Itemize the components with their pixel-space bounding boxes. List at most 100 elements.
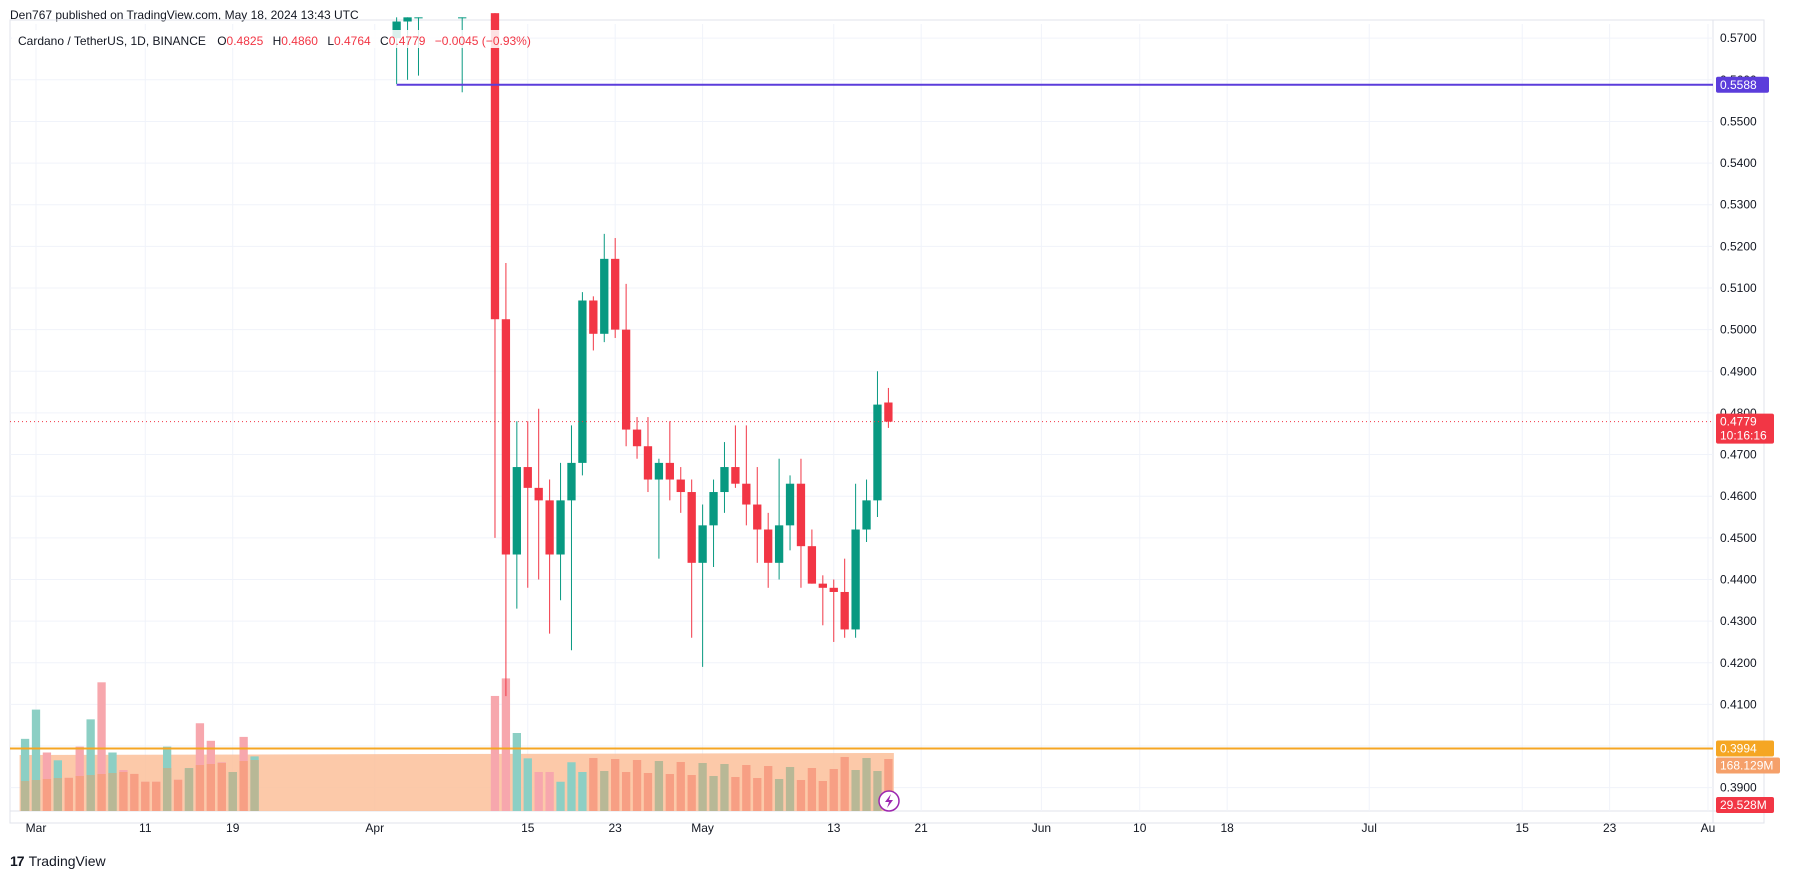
candle-body bbox=[720, 467, 729, 493]
tradingview-logo-icon: 17 bbox=[10, 853, 25, 869]
candle-body bbox=[676, 479, 685, 493]
candle-body bbox=[796, 483, 806, 547]
candle-body bbox=[884, 402, 893, 422]
lightning-icon[interactable] bbox=[878, 790, 900, 812]
candle-body bbox=[567, 462, 576, 501]
volume-bar-overlay bbox=[20, 781, 30, 811]
candle-body bbox=[458, 17, 467, 19]
time-tick-label: 18 bbox=[1220, 821, 1234, 835]
candle-body bbox=[785, 483, 795, 526]
volume-bar bbox=[20, 738, 30, 811]
candle-body bbox=[545, 500, 554, 555]
legend-change: −0.0045 (−0.93%) bbox=[435, 34, 531, 48]
volume-bar bbox=[490, 695, 500, 811]
volume-bar bbox=[512, 733, 521, 811]
candle-body bbox=[709, 492, 718, 526]
volume-bars bbox=[20, 678, 893, 811]
support-price-badge-text: 0.3994 bbox=[1720, 742, 1757, 756]
volume-bar bbox=[829, 769, 838, 811]
last-volume-badge-bg bbox=[1716, 797, 1774, 813]
candle-body bbox=[501, 319, 511, 555]
volume-profile-band bbox=[19, 753, 894, 811]
footer-brand[interactable]: 17 TradingView bbox=[10, 853, 106, 869]
volume-bar bbox=[807, 768, 817, 811]
price-tick-label: 0.5500 bbox=[1720, 114, 1757, 128]
time-tick-label: Apr bbox=[365, 821, 384, 835]
resistance-price-badge-text: 0.5588 bbox=[1720, 78, 1757, 92]
legend-c-label: C bbox=[380, 34, 389, 48]
candle-body bbox=[807, 546, 817, 584]
candle-body bbox=[862, 500, 871, 530]
volume-bar bbox=[742, 765, 751, 811]
volume-bar bbox=[774, 779, 784, 811]
horizontal-lines[interactable] bbox=[10, 83, 1713, 750]
candle-body bbox=[589, 300, 598, 334]
symbol-legend: Cardano / TetherUS, 1D, BINANCE O0.4825 … bbox=[12, 30, 531, 48]
volume-bar bbox=[753, 778, 762, 811]
volume-bar-overlay bbox=[184, 768, 194, 811]
volume-bar bbox=[534, 772, 543, 811]
candle-body bbox=[742, 483, 751, 505]
candle-body bbox=[414, 17, 423, 19]
time-tick-label: 23 bbox=[1603, 821, 1617, 835]
time-tick-label: 19 bbox=[226, 821, 240, 835]
volume-bar-overlay bbox=[119, 772, 128, 811]
time-tick-label: Jul bbox=[1362, 821, 1377, 835]
candle-body bbox=[600, 258, 609, 334]
volume-bar bbox=[698, 763, 707, 811]
volume-bar bbox=[840, 757, 849, 811]
volume-bar bbox=[709, 776, 718, 811]
time-tick-label: 21 bbox=[914, 821, 928, 835]
price-axis[interactable]: 0.57000.56000.55000.54000.53000.52000.51… bbox=[1716, 31, 1780, 813]
price-tick-label: 0.5000 bbox=[1720, 323, 1757, 337]
candle-body bbox=[621, 329, 631, 430]
legend-h-label: H bbox=[273, 34, 282, 48]
volume-bar bbox=[567, 762, 576, 811]
last-volume-badge-text: 29.528M bbox=[1720, 798, 1767, 812]
candle-body bbox=[392, 21, 401, 39]
volume-bar bbox=[621, 772, 631, 811]
price-tick-label: 0.5100 bbox=[1720, 281, 1757, 295]
volume-bar bbox=[676, 762, 685, 811]
time-tick-label: Mar bbox=[26, 821, 47, 835]
volume-bar-overlay bbox=[53, 778, 63, 811]
candle-body bbox=[556, 500, 565, 555]
candle-body bbox=[753, 504, 762, 530]
price-tick-label: 0.4300 bbox=[1720, 614, 1757, 628]
volume-bar bbox=[818, 781, 827, 811]
volume-bar bbox=[851, 770, 860, 811]
legend-l-label: L bbox=[327, 34, 334, 48]
candle-body bbox=[611, 258, 620, 330]
candle-body bbox=[534, 487, 543, 501]
volume-bar-overlay bbox=[86, 775, 95, 811]
price-tick-label: 0.4900 bbox=[1720, 364, 1757, 378]
candle-body bbox=[523, 467, 532, 488]
last-price-badge-text: 0.4779 bbox=[1720, 415, 1757, 429]
volume-bar bbox=[501, 678, 511, 811]
legend-o-label: O bbox=[217, 34, 226, 48]
volume-bar bbox=[589, 758, 598, 811]
price-tick-label: 0.5200 bbox=[1720, 239, 1757, 253]
volume-bar-overlay bbox=[130, 773, 139, 811]
time-tick-label: 15 bbox=[1516, 821, 1530, 835]
volume-bar bbox=[654, 761, 664, 811]
volume-bar-overlay bbox=[31, 780, 41, 811]
volume-bar bbox=[632, 760, 642, 811]
volume-bar-overlay bbox=[42, 779, 52, 811]
volume-bar bbox=[523, 758, 532, 811]
time-tick-label: Jun bbox=[1032, 821, 1051, 835]
candle-body bbox=[731, 467, 740, 484]
time-axis[interactable]: Mar 11 19 Apr 15 23 May 13 21 Jun 10 18 Jul 15 23 Au bbox=[26, 821, 1716, 835]
support-price-badge-bg bbox=[1716, 740, 1774, 757]
volume-bar-overlay bbox=[152, 781, 161, 811]
candle-body bbox=[654, 462, 664, 480]
volume-bar-overlay bbox=[228, 772, 237, 811]
footer-brand-label: TradingView bbox=[28, 853, 106, 869]
last-price-badge-text: 10:16:16 bbox=[1720, 429, 1767, 443]
time-tick-label: 15 bbox=[521, 821, 535, 835]
candle-body bbox=[851, 529, 860, 630]
price-tick-label: 0.4400 bbox=[1720, 572, 1757, 586]
